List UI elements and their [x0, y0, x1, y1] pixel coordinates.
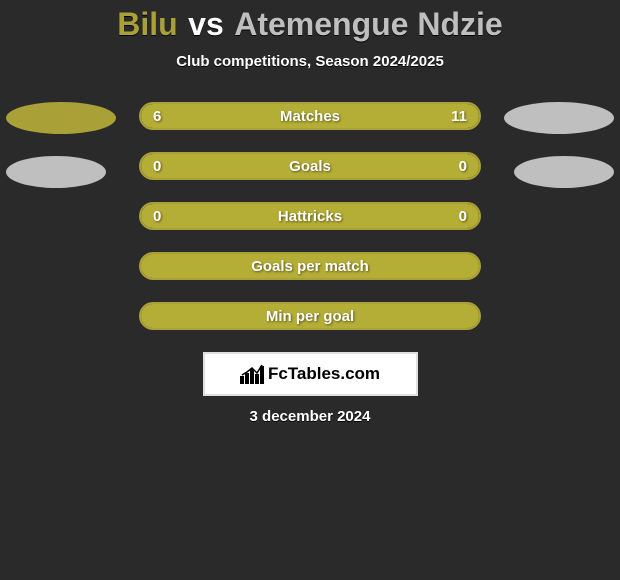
bar-fill-right: [266, 104, 479, 128]
player1-ellipse: [6, 156, 106, 188]
player2-ellipse: [504, 102, 614, 134]
player1-name: Bilu: [117, 6, 177, 43]
bar-fill-right: [310, 154, 479, 178]
player2-name: Atemengue Ndzie: [234, 6, 502, 43]
stat-bar: 611Matches: [139, 102, 481, 130]
bar-fill-right: [310, 204, 479, 228]
bar-fill-left: [141, 204, 310, 228]
stat-row: 00Hattricks: [0, 202, 620, 230]
player2-ellipse: [514, 156, 614, 188]
stat-row: 00Goals: [0, 152, 620, 180]
site-logo[interactable]: FcTables.com: [203, 352, 418, 396]
bar-fill: [141, 254, 479, 278]
stat-bar: 00Hattricks: [139, 202, 481, 230]
stat-bar: Min per goal: [139, 302, 481, 330]
comparison-title: Bilu vs Atemengue Ndzie: [0, 0, 620, 47]
stat-row: Goals per match: [0, 252, 620, 280]
date-text: 3 december 2024: [0, 408, 620, 425]
stat-bar: 00Goals: [139, 152, 481, 180]
subtitle: Club competitions, Season 2024/2025: [0, 53, 620, 70]
stat-row: Min per goal: [0, 302, 620, 330]
player1-ellipse: [6, 102, 116, 134]
vs-text: vs: [188, 6, 224, 43]
chart-line-icon: [240, 364, 264, 384]
logo-text: FcTables.com: [268, 364, 380, 384]
bar-fill-left: [141, 154, 310, 178]
stats-container: 611Matches 00Goals 00Hattricks Goals per ma…: [0, 102, 620, 330]
bar-fill: [141, 304, 479, 328]
stat-row: 611Matches: [0, 102, 620, 130]
stat-bar: Goals per match: [139, 252, 481, 280]
bar-fill-left: [141, 104, 266, 128]
